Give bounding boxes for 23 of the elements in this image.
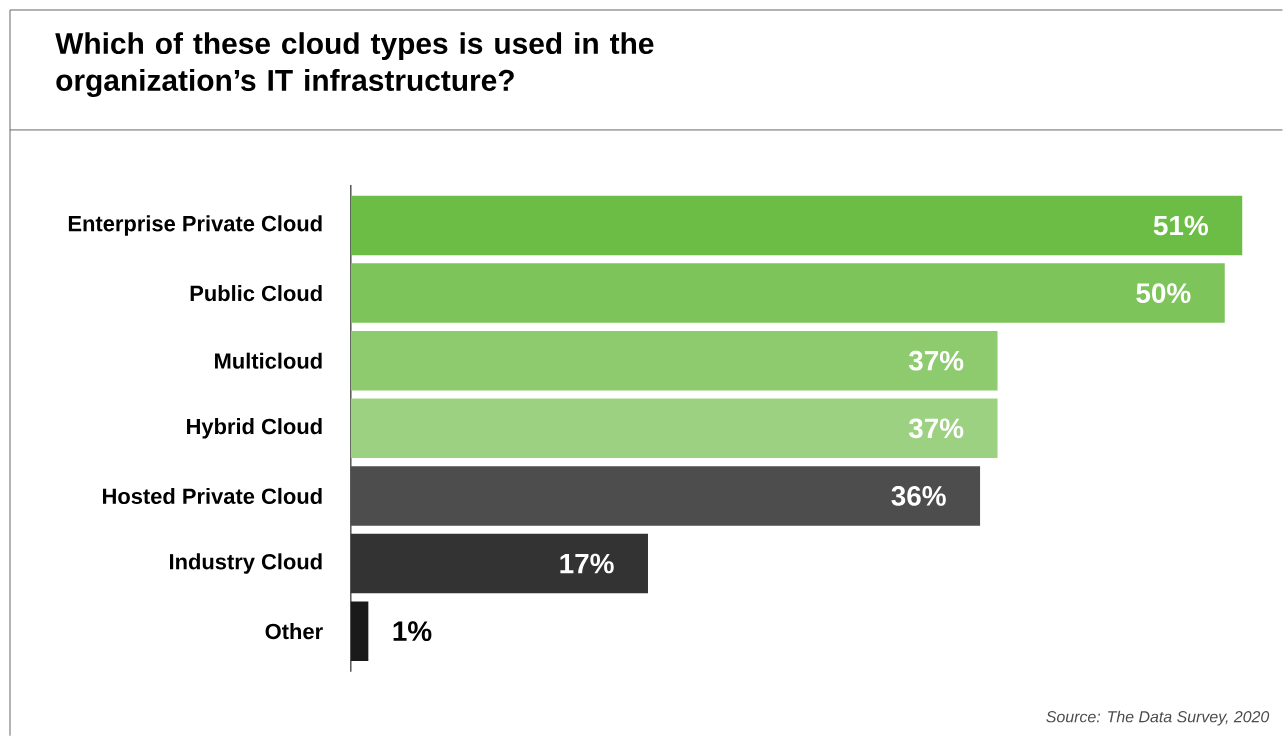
- bar: [350, 398, 998, 458]
- bar: [350, 263, 1225, 323]
- data-label: 37%: [908, 350, 964, 371]
- y-tick-label: Other: [265, 623, 323, 640]
- y-tick-label: Multicloud: [215, 352, 322, 369]
- data-label: 17%: [560, 553, 614, 574]
- data-label: 50%: [1136, 283, 1191, 303]
- y-tick-label: Hybrid Cloud: [187, 418, 322, 439]
- data-label: 51%: [1153, 215, 1208, 236]
- data-label: 36%: [891, 485, 946, 506]
- y-tick-label: Industry Cloud: [170, 553, 322, 574]
- bar: [350, 601, 369, 661]
- bar: [350, 195, 1243, 256]
- data-label: 37%: [908, 418, 964, 439]
- bar: [350, 533, 648, 594]
- y-tick-label: Hosted Private Cloud: [103, 487, 322, 504]
- y-tick-label: Public Cloud: [190, 284, 322, 302]
- chart-title: Which of these cloud types is used in the organization’s IT infrastructure?: [55, 32, 654, 97]
- bar: [350, 466, 981, 526]
- y-tick-label: Enterprise Private Cloud: [68, 215, 322, 236]
- bar: [350, 330, 998, 391]
- source-note: Source: The Data Survey, 2020: [1046, 710, 1270, 726]
- data-label: 1%: [393, 621, 432, 641]
